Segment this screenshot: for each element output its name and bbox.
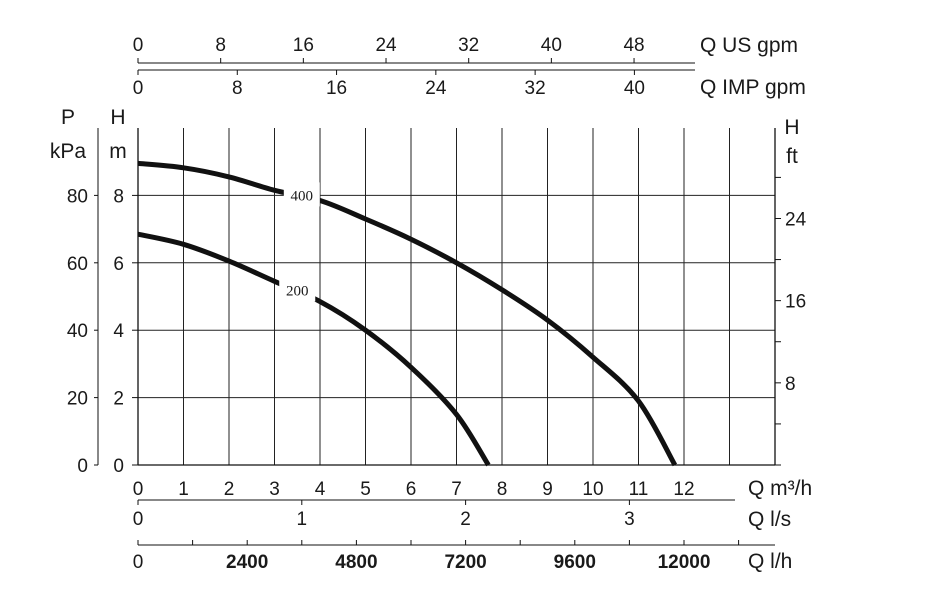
imp-gpm-tick-label: 0 xyxy=(133,78,144,99)
m3h-tick-label: 12 xyxy=(673,479,694,500)
lh-tick-label: 0 xyxy=(133,552,144,573)
ls-tick-label: 0 xyxy=(133,509,144,530)
m3h-tick-label: 5 xyxy=(360,479,371,500)
m-axis-unit: m xyxy=(109,140,127,163)
axis-ticks xyxy=(94,58,781,545)
us-gpm-tick-label: 48 xyxy=(623,35,644,56)
imp-gpm-tick-label: 32 xyxy=(525,78,546,99)
imp-gpm-tick-label: 16 xyxy=(326,78,347,99)
curve-label-gap xyxy=(279,277,316,302)
lh-tick-label: 4800 xyxy=(335,552,377,573)
m3h-tick-label: 7 xyxy=(451,479,462,500)
h-ft-axis-title: H xyxy=(784,116,799,139)
h-ft-tick-label: 24 xyxy=(785,209,807,230)
p-kpa-tick-label: 60 xyxy=(67,254,88,275)
us-gpm-tick-label: 0 xyxy=(133,35,144,56)
kpa-axis-unit: kPa xyxy=(50,140,87,163)
ls-tick-label: 2 xyxy=(460,509,471,530)
h-m-tick-label: 2 xyxy=(113,389,124,410)
h-m-tick-label: 6 xyxy=(113,254,124,275)
m3h-tick-label: 1 xyxy=(178,479,189,500)
ft-axis-unit: ft xyxy=(786,145,798,168)
m3h-tick-label: 3 xyxy=(269,479,280,500)
lh-axis-title: Q l/h xyxy=(748,550,792,573)
m3h-tick-label: 6 xyxy=(406,479,417,500)
curve-label-gap xyxy=(283,182,320,207)
h-ft-tick-label: 8 xyxy=(785,374,796,395)
axes xyxy=(97,62,776,546)
us-gpm-tick-label: 40 xyxy=(541,35,562,56)
us-gpm-tick-label: 32 xyxy=(458,35,479,56)
ls-tick-label: 1 xyxy=(297,509,308,530)
h-m-tick-label: 4 xyxy=(113,321,124,342)
lh-tick-label: 12000 xyxy=(658,552,711,573)
m3h-tick-label: 9 xyxy=(542,479,553,500)
lh-tick-label: 7200 xyxy=(444,552,486,573)
us-gpm-tick-label: 8 xyxy=(215,35,226,56)
m3h-axis-title: Q m³/h xyxy=(748,477,812,500)
h-m-tick-label: 8 xyxy=(113,186,124,207)
p-kpa-tick-label: 80 xyxy=(67,186,88,207)
lh-tick-label: 9600 xyxy=(554,552,596,573)
p-kpa-tick-label: 20 xyxy=(67,389,88,410)
ls-axis-title: Q l/s xyxy=(748,508,791,531)
p-axis-title: P xyxy=(61,106,75,129)
imp-gpm-tick-label: 40 xyxy=(624,78,645,99)
ls-tick-label: 3 xyxy=(624,509,635,530)
curve-400 xyxy=(137,160,678,467)
m3h-tick-label: 4 xyxy=(315,479,326,500)
m3h-tick-label: 10 xyxy=(582,479,603,500)
us-gpm-tick-label: 24 xyxy=(375,35,397,56)
curve-label-200: 200 xyxy=(286,283,309,299)
imp-gpm-tick-label: 8 xyxy=(232,78,243,99)
m3h-tick-label: 2 xyxy=(224,479,235,500)
m3h-tick-label: 0 xyxy=(133,479,144,500)
p-kpa-tick-label: 0 xyxy=(77,456,88,477)
us-gpm-axis-title: Q US gpm xyxy=(700,34,798,57)
h-ft-tick-label: 16 xyxy=(785,292,806,313)
curve-label-400: 400 xyxy=(291,188,314,204)
us-gpm-tick-label: 16 xyxy=(293,35,314,56)
p-kpa-tick-label: 40 xyxy=(67,321,88,342)
imp-gpm-tick-label: 24 xyxy=(425,78,447,99)
pump-curves: 400 200 xyxy=(137,160,678,467)
h-axis-title: H xyxy=(110,106,125,129)
lh-tick-label: 2400 xyxy=(226,552,268,573)
m3h-tick-label: 8 xyxy=(497,479,508,500)
imp-gpm-axis-title: Q IMP gpm xyxy=(700,76,806,99)
m3h-tick-label: 11 xyxy=(629,479,649,500)
curve-200 xyxy=(137,231,491,467)
h-m-tick-label: 0 xyxy=(113,456,124,477)
